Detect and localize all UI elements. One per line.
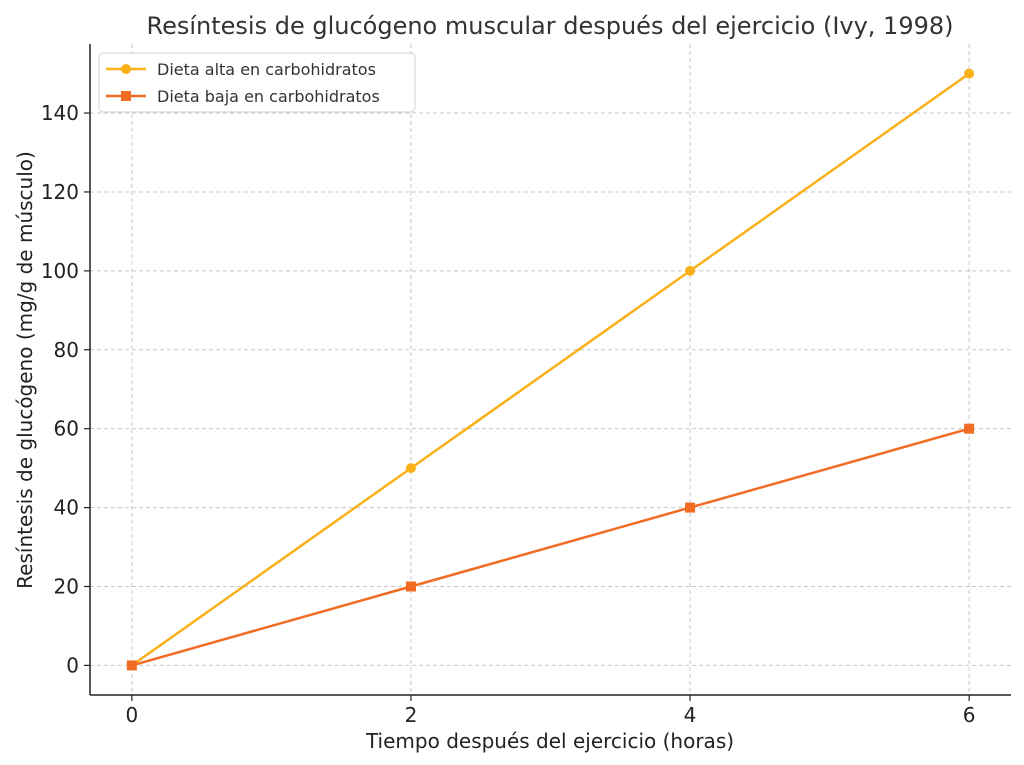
legend-box: [98, 52, 416, 113]
legend-label-1: Dieta alta en carbohidratos: [157, 60, 376, 79]
series-2-point: [964, 423, 975, 434]
series-2-point: [405, 581, 416, 592]
x-tick-label: 4: [684, 703, 697, 727]
series-line-1: [131, 72, 970, 667]
y-ticks: 0 20 40 60 80 100 120 140: [41, 101, 90, 677]
chart-title: Resíntesis de glucógeno muscular después…: [146, 12, 953, 40]
series-1-point: [685, 265, 696, 276]
x-tick-label: 6: [963, 703, 976, 727]
y-tick-label: 40: [54, 496, 79, 520]
y-tick-label: 20: [54, 575, 79, 599]
x-ticks: 0 2 4 6: [125, 695, 976, 727]
series-1-point: [405, 463, 416, 474]
y-axis-label: Resíntesis de glucógeno (mg/g de músculo…: [13, 151, 37, 589]
legend-marker-2: [121, 91, 131, 101]
legend: Dieta alta en carbohidratos Dieta baja en…: [98, 52, 416, 113]
y-tick-label: 0: [66, 653, 79, 677]
y-tick-label: 100: [41, 259, 79, 283]
y-tick-label: 80: [54, 338, 79, 362]
x-tick-label: 2: [405, 703, 418, 727]
y-tick-label: 140: [41, 101, 79, 125]
x-axis-label: Tiempo después del ejercicio (horas): [365, 729, 734, 753]
series-layer: [126, 68, 975, 671]
x-tick-label: 0: [125, 703, 138, 727]
y-tick-label: 60: [54, 417, 79, 441]
series-2-point: [685, 502, 696, 513]
legend-marker-1: [121, 64, 131, 74]
y-tick-label: 120: [41, 180, 79, 204]
series-1-point: [964, 68, 975, 79]
series-2-point: [126, 660, 137, 671]
legend-label-2: Dieta baja en carbohidratos: [157, 87, 380, 106]
series-line-2: [131, 427, 970, 667]
